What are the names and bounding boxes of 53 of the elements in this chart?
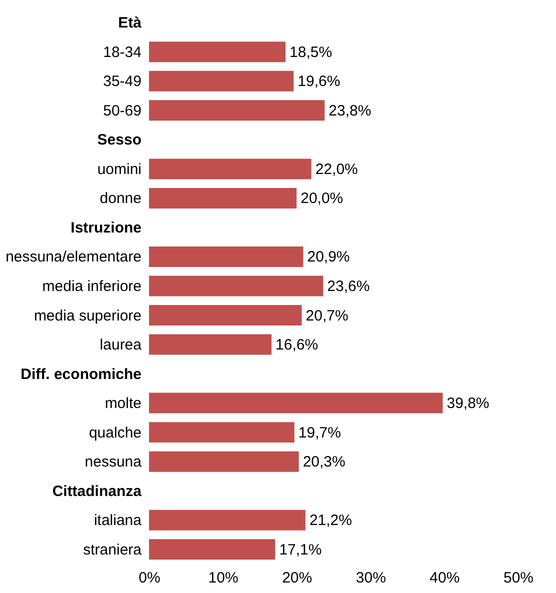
y-tick-label: Istruzione: [70, 219, 142, 236]
y-tick-label: laurea: [100, 336, 142, 354]
bar: [149, 334, 272, 355]
y-tick-label: nessuna/elementare: [6, 248, 142, 266]
data-label: 17,1%: [279, 541, 322, 558]
data-label: 23,6%: [327, 278, 370, 295]
y-tick-label: qualche: [88, 424, 142, 442]
y-tick-label: Sesso: [97, 132, 142, 149]
bar: [149, 276, 324, 296]
y-tick-label: nessuna: [84, 454, 142, 471]
bar: [149, 451, 299, 472]
data-label: 23,8%: [328, 102, 372, 120]
data-label: 39,8%: [446, 395, 490, 412]
bar: [149, 539, 276, 560]
bar: [149, 305, 302, 326]
x-tick-label: 20%: [282, 570, 312, 586]
y-tick-label: donne: [100, 190, 142, 208]
y-tick-label: italiana: [94, 512, 142, 530]
data-label: 21,2%: [309, 512, 352, 530]
bar: [149, 510, 306, 530]
x-tick-label: 30%: [356, 570, 386, 586]
x-tick-label: 10%: [208, 570, 238, 586]
data-label: 16,6%: [276, 336, 318, 354]
y-tick-label: straniera: [83, 541, 142, 558]
y-tick-label: 35-49: [103, 73, 142, 90]
x-tick-label: 50%: [503, 570, 534, 586]
y-tick-label: uomini: [97, 160, 142, 178]
x-tick-label: 0%: [138, 570, 160, 586]
data-label: 22,0%: [315, 160, 358, 178]
data-label: 19,6%: [298, 73, 340, 90]
y-tick-label: 18-34: [103, 44, 142, 61]
bar: [149, 42, 286, 62]
bar: [149, 422, 294, 443]
data-label: 20,0%: [300, 190, 344, 208]
data-label: 19,7%: [298, 424, 341, 442]
bar: [149, 100, 325, 121]
y-tick-label: Età: [118, 14, 142, 32]
x-tick-label: 40%: [430, 570, 460, 586]
y-tick-label: Diff. economiche: [20, 366, 142, 383]
bar: [149, 246, 304, 267]
bar: [149, 188, 297, 208]
data-label: 18,5%: [290, 44, 332, 61]
bar: [149, 392, 443, 414]
data-label: 20,9%: [307, 248, 350, 266]
bar: [149, 70, 294, 92]
y-tick-label: media inferiore: [42, 278, 142, 295]
y-tick-label: Cittadinanza: [52, 482, 142, 500]
data-label: 20,3%: [302, 454, 346, 471]
y-tick-label: molte: [104, 395, 142, 412]
y-tick-label: media superiore: [34, 307, 142, 324]
data-label: 20,7%: [306, 307, 348, 324]
bar: [149, 158, 312, 180]
y-tick-label: 50-69: [103, 102, 142, 120]
